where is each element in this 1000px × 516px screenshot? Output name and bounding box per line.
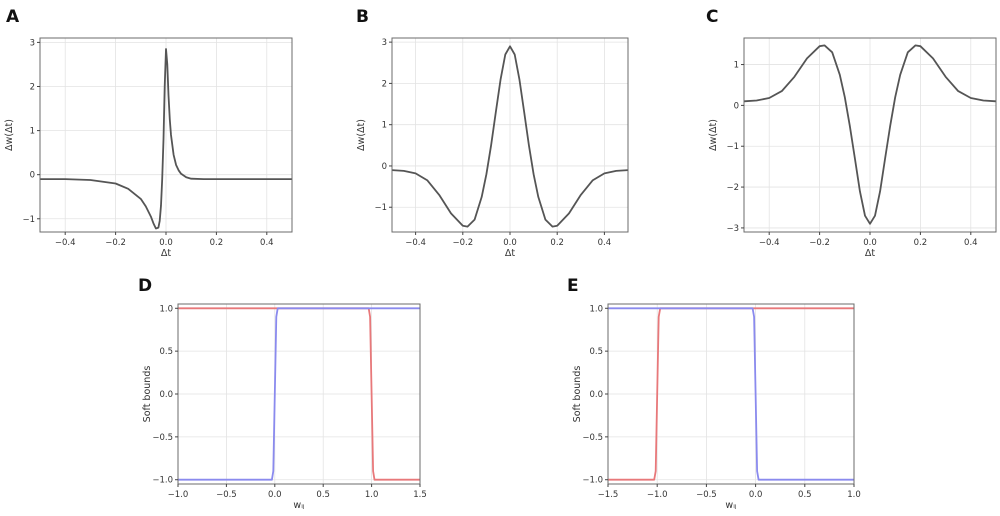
- x-tick-label: −1.0: [647, 490, 668, 500]
- y-tick-label: 1: [30, 127, 35, 137]
- x-tick-label: 0.0: [268, 490, 282, 500]
- y-tick-label: −1.0: [582, 476, 603, 486]
- x-tick-label: 0.5: [798, 490, 812, 500]
- axes-c: −0.4 −0.2 0.0 0.2 0.4 −3 −2 −1 0 1 Δt Δw(Δt): [708, 37, 997, 259]
- x-tick-label: −0.2: [809, 238, 830, 248]
- series-line-1: [391, 45, 629, 228]
- x-tick-label: 0.4: [964, 238, 978, 248]
- y-tick-label: −1.0: [152, 476, 173, 486]
- y-tick-label: −2: [726, 183, 739, 193]
- axes-b: −0.4 −0.2 0.0 0.2 0.4 −1 0 1 2 3 Δt Δw(Δt): [356, 37, 629, 259]
- x-tick-label: 0.2: [210, 238, 224, 248]
- x-tick-label: 0.4: [260, 238, 274, 248]
- x-axis-label: wᵢⱼ: [293, 500, 304, 511]
- x-tick-label: −0.2: [105, 238, 126, 248]
- x-axis-label: wᵢⱼ: [725, 500, 736, 511]
- y-tick-label: 0: [382, 162, 387, 172]
- x-tick-label: −0.2: [452, 238, 473, 248]
- axes-a: −0.4 −0.2 0.0 0.2 0.4 −1 0 1 2 3 Δt Δw(Δt): [4, 37, 293, 259]
- x-tick-label: 0.0: [503, 238, 517, 248]
- x-tick-label: 1.0: [847, 490, 861, 500]
- y-tick-label: −1: [374, 203, 387, 213]
- y-axis-label: Δw(Δt): [356, 119, 367, 151]
- y-tick-label: −1: [726, 142, 739, 152]
- y-tick-label: 0.5: [159, 347, 173, 357]
- series-line-2: [608, 307, 854, 481]
- x-tick-label: 0.4: [598, 238, 612, 248]
- y-axis-label: Δw(Δt): [708, 119, 719, 151]
- panel-letter-e: E: [567, 276, 579, 296]
- x-axis-label: Δt: [505, 248, 515, 259]
- y-tick-label: 0.0: [589, 390, 603, 400]
- y-tick-label: 3: [30, 38, 35, 48]
- x-tick-label: 1.0: [365, 490, 379, 500]
- panel-letter-c: C: [706, 7, 718, 27]
- x-tick-label: −0.4: [55, 238, 76, 248]
- y-tick-label: 2: [30, 83, 35, 93]
- y-tick-label: 0: [30, 171, 35, 181]
- y-tick-label: 0: [734, 101, 739, 111]
- y-axis-label: Δw(Δt): [4, 119, 15, 151]
- panel-d: D −1.0 −0.5 0.0 0.5 1.0 1.5 −1.0 −0.5 0.0 0.5 1.0 w…: [138, 276, 427, 511]
- axes-e: −1.5 −1.0 −0.5 0.0 0.5 1.0 −1.0 −0.5 0.0 0.5 1.0 wᵢ…: [572, 303, 861, 511]
- x-tick-label: 0.0: [159, 238, 173, 248]
- y-axis-label: Soft bounds: [572, 366, 583, 423]
- x-tick-label: 0.2: [914, 238, 928, 248]
- series-line-1: [40, 48, 292, 230]
- x-tick-label: 0.0: [863, 238, 877, 248]
- x-tick-label: −0.5: [216, 490, 237, 500]
- y-tick-label: −1: [22, 215, 35, 225]
- y-tick-label: 0.0: [159, 390, 173, 400]
- x-tick-label: −0.4: [405, 238, 426, 248]
- panel-b: B −0.4 −0.2 0.0 0.2 0.4 −1 0 1 2 3 Δt Δw(Δt): [356, 7, 629, 259]
- x-axis-label: Δt: [161, 248, 171, 259]
- y-tick-label: −0.5: [152, 433, 173, 443]
- y-tick-label: 3: [382, 38, 387, 48]
- x-tick-label: 1.5: [413, 490, 427, 500]
- y-tick-label: 2: [382, 79, 387, 89]
- y-tick-label: 1: [382, 121, 387, 131]
- x-tick-label: −1.0: [168, 490, 189, 500]
- panel-letter-a: A: [6, 7, 20, 27]
- series-line-1: [743, 44, 997, 225]
- panel-letter-b: B: [356, 7, 369, 27]
- y-tick-label: 0.5: [589, 347, 603, 357]
- x-axis-label: Δt: [865, 248, 875, 259]
- x-tick-label: 0.0: [749, 490, 763, 500]
- x-tick-label: 0.5: [316, 490, 330, 500]
- panel-a: A −0.4 −0.2 0.0 0.2 0.4 −1 0 1 2 3 Δt Δw(Δt): [4, 7, 293, 259]
- x-tick-label: −0.5: [696, 490, 717, 500]
- x-tick-label: 0.2: [550, 238, 564, 248]
- y-tick-label: −3: [726, 224, 739, 234]
- y-tick-label: 1: [734, 61, 739, 71]
- y-axis-label: Soft bounds: [142, 366, 153, 423]
- y-tick-label: 1.0: [589, 304, 603, 314]
- panel-c: C −0.4 −0.2 0.0 0.2 0.4 −3 −2 −1 0 1 Δt Δw(Δt): [706, 7, 997, 259]
- axes-d: −1.0 −0.5 0.0 0.5 1.0 1.5 −1.0 −0.5 0.0 0.5 1.0 wᵢⱼ…: [142, 303, 427, 511]
- panel-e: E −1.5 −1.0 −0.5 0.0 0.5 1.0 −1.0 −0.5 0.0 0.5 1.0…: [567, 276, 861, 511]
- x-tick-label: −1.5: [598, 490, 619, 500]
- y-tick-label: −0.5: [582, 433, 603, 443]
- series-line-2: [178, 307, 420, 481]
- panel-letter-d: D: [138, 276, 152, 296]
- x-tick-label: −0.4: [759, 238, 780, 248]
- y-tick-label: 1.0: [159, 304, 173, 314]
